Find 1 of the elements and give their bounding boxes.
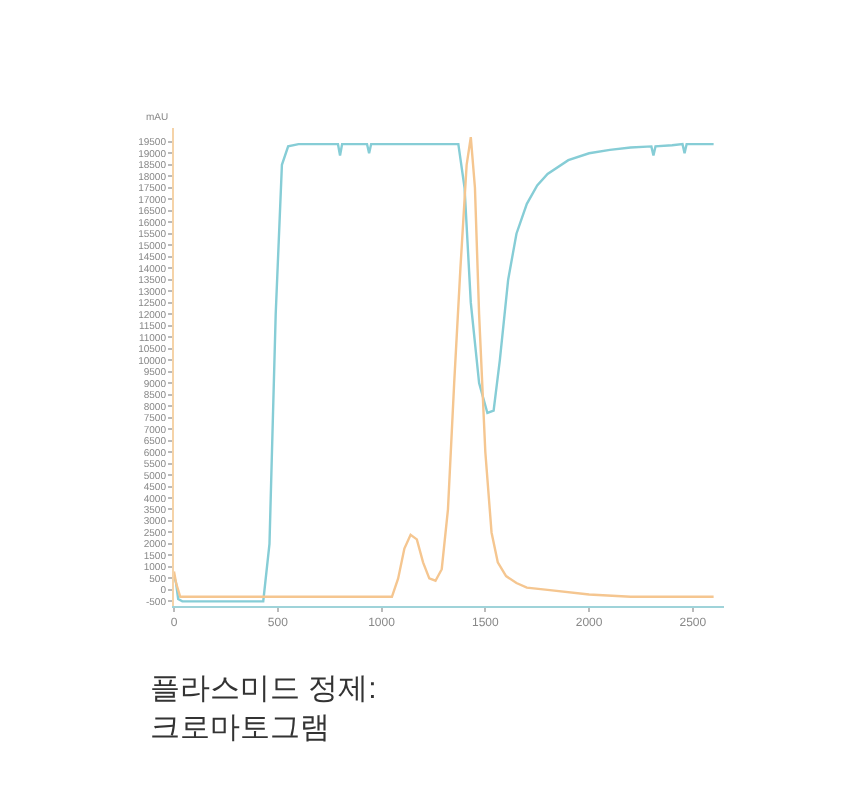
text: 플라스미드 정제: 크로마토그램 — [150, 672, 377, 745]
